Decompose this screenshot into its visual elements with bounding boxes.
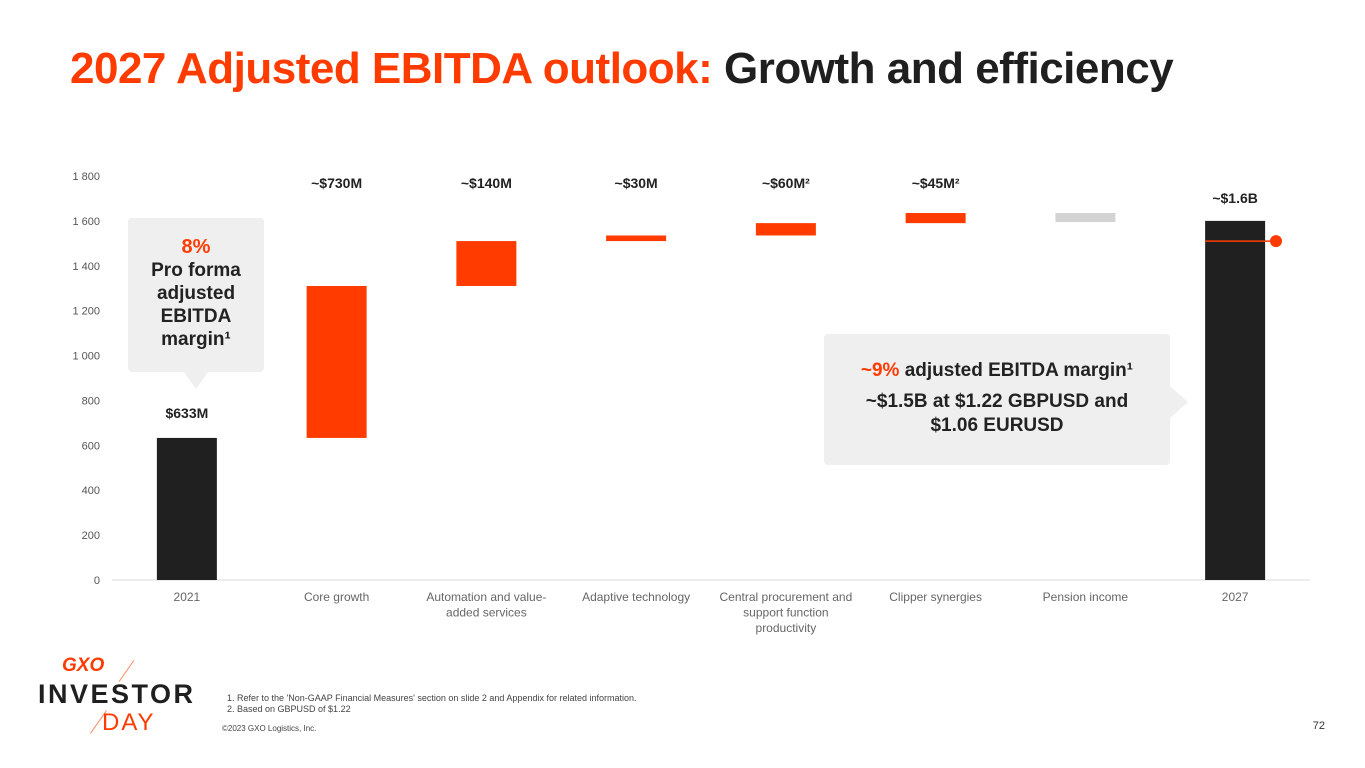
copyright: ©2023 GXO Logistics, Inc. [222, 724, 317, 733]
y-tick-label: 0 [94, 575, 100, 587]
data-label: ~$140M [461, 175, 512, 191]
x-tick-label: 2021 [174, 590, 201, 604]
data-label: ~$730M [311, 175, 362, 191]
page-title: 2027 Adjusted EBITDA outlook: Growth and… [70, 44, 1174, 94]
x-tick-label: Automation and value- [426, 590, 546, 604]
fx-note: ~$1.5B at $1.22 GBPUSD and $1.06 EURUSD [865, 391, 1129, 436]
data-label: $633M [165, 405, 208, 421]
bar-5 [905, 213, 966, 224]
footnote-1: 1. Refer to the 'Non-GAAP Financial Meas… [227, 693, 637, 703]
bar-4 [755, 223, 816, 236]
investor-day-logo: GXO INVESTOR DAY [38, 655, 208, 736]
margin-2027-line: ~9% adjusted EBITDA margin¹ [824, 360, 1170, 382]
bar-1 [306, 285, 367, 438]
x-tick-label: Pension income [1043, 590, 1129, 604]
y-tick-label: 800 [82, 395, 100, 407]
y-tick-label: 1 800 [72, 171, 100, 183]
y-tick-label: 1 600 [72, 216, 100, 228]
x-tick-label: Central procurement and [720, 590, 853, 604]
x-tick-label: productivity [756, 621, 817, 635]
bar-2 [456, 241, 517, 286]
data-label: ~$45M² [912, 175, 960, 191]
x-tick-label: 2027 [1222, 590, 1249, 604]
footnote-2: 2. Based on GBPUSD of $1.22 [227, 704, 351, 714]
x-tick-label: support function [743, 606, 828, 620]
bar-3 [606, 235, 667, 242]
y-tick-label: 1 400 [72, 261, 100, 273]
y-tick-label: 400 [82, 485, 100, 497]
margin-callout-2021: 8% Pro forma adjusted EBITDA margin¹ [128, 218, 264, 389]
page-number: 72 [1312, 720, 1325, 732]
title-rest: Growth and efficiency [724, 44, 1174, 93]
margin-2021-text: Pro forma adjusted EBITDA margin¹ [151, 260, 241, 350]
data-label: ~$30M [615, 175, 658, 191]
footnotes: 1. Refer to the 'Non-GAAP Financial Meas… [227, 693, 637, 715]
bar-6 [1055, 213, 1116, 223]
y-tick-label: 1 000 [72, 351, 100, 363]
bar-0 [156, 437, 217, 580]
logo-investor: INVESTOR [38, 679, 196, 709]
bar-7 [1205, 220, 1266, 580]
margin-2021-pct: 8% [181, 236, 211, 258]
logo-brand: GXO [62, 655, 105, 676]
marker-dot [1270, 235, 1282, 248]
margin-callout-2027: ~9% adjusted EBITDA margin¹ ~$1.5B at $1… [824, 334, 1188, 465]
y-tick-label: 1 200 [72, 306, 100, 318]
margin-2027-text: adjusted EBITDA margin¹ [904, 360, 1134, 381]
data-label: ~$1.6B [1212, 190, 1258, 206]
x-tick-label: added services [446, 606, 527, 620]
x-tick-label: Adaptive technology [582, 590, 690, 604]
title-accent: 2027 Adjusted EBITDA outlook: [70, 44, 713, 93]
y-tick-label: 200 [82, 530, 100, 542]
margin-2027-pct: ~9% [860, 360, 900, 381]
logo-day: DAY [102, 709, 156, 736]
x-tick-label: Clipper synergies [889, 590, 982, 604]
data-label: ~$60M² [762, 175, 810, 191]
y-tick-label: 600 [82, 440, 100, 452]
x-tick-label: Core growth [304, 590, 369, 604]
